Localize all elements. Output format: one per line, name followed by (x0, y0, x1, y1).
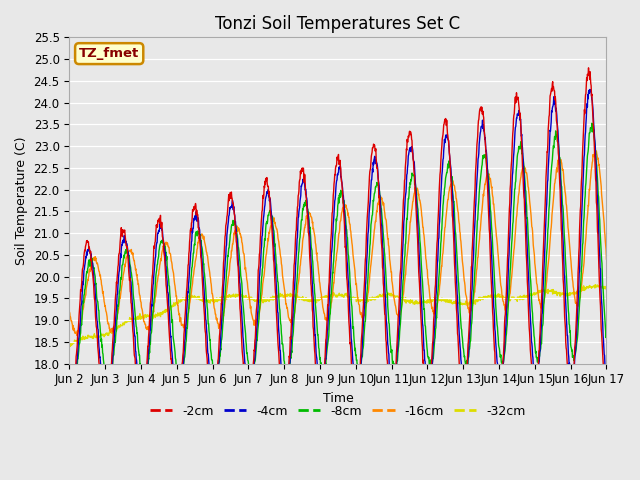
Legend: -2cm, -4cm, -8cm, -16cm, -32cm: -2cm, -4cm, -8cm, -16cm, -32cm (145, 400, 531, 423)
Text: TZ_fmet: TZ_fmet (79, 47, 140, 60)
X-axis label: Time: Time (323, 392, 353, 405)
Title: Tonzi Soil Temperatures Set C: Tonzi Soil Temperatures Set C (215, 15, 461, 33)
Y-axis label: Soil Temperature (C): Soil Temperature (C) (15, 136, 28, 265)
